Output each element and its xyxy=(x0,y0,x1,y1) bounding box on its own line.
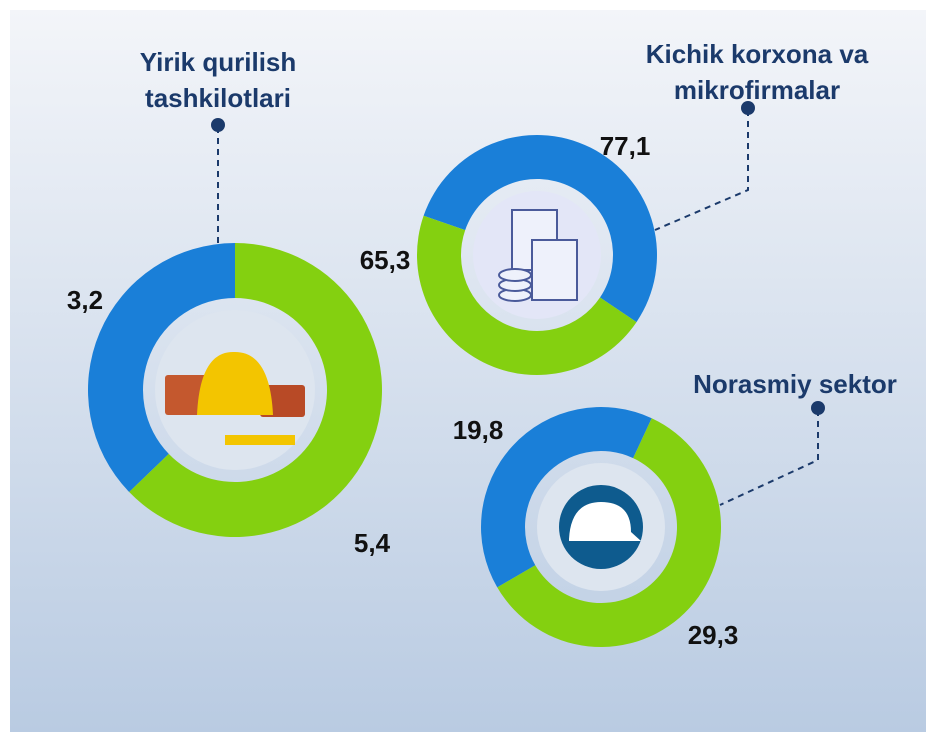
page: 3,2 5,4 77,1 65,3 19,8 29,3 Yirik qurilish ta… xyxy=(0,0,936,742)
value-label: 29,3 xyxy=(688,620,739,650)
icon xyxy=(499,269,531,281)
icon xyxy=(532,240,577,300)
chart-title: Kichik korxona va mikrofirmalar xyxy=(612,36,902,108)
value-label: 3,2 xyxy=(67,285,103,315)
value-label: 19,8 xyxy=(453,415,504,445)
icon xyxy=(225,435,295,445)
chart-title: Yirik qurilish tashkilotlari xyxy=(80,44,356,116)
chart-title: Norasmiy sektor xyxy=(660,366,930,402)
value-label: 65,3 xyxy=(360,245,411,275)
value-label: 77,1 xyxy=(600,131,651,161)
value-label: 5,4 xyxy=(354,528,391,558)
